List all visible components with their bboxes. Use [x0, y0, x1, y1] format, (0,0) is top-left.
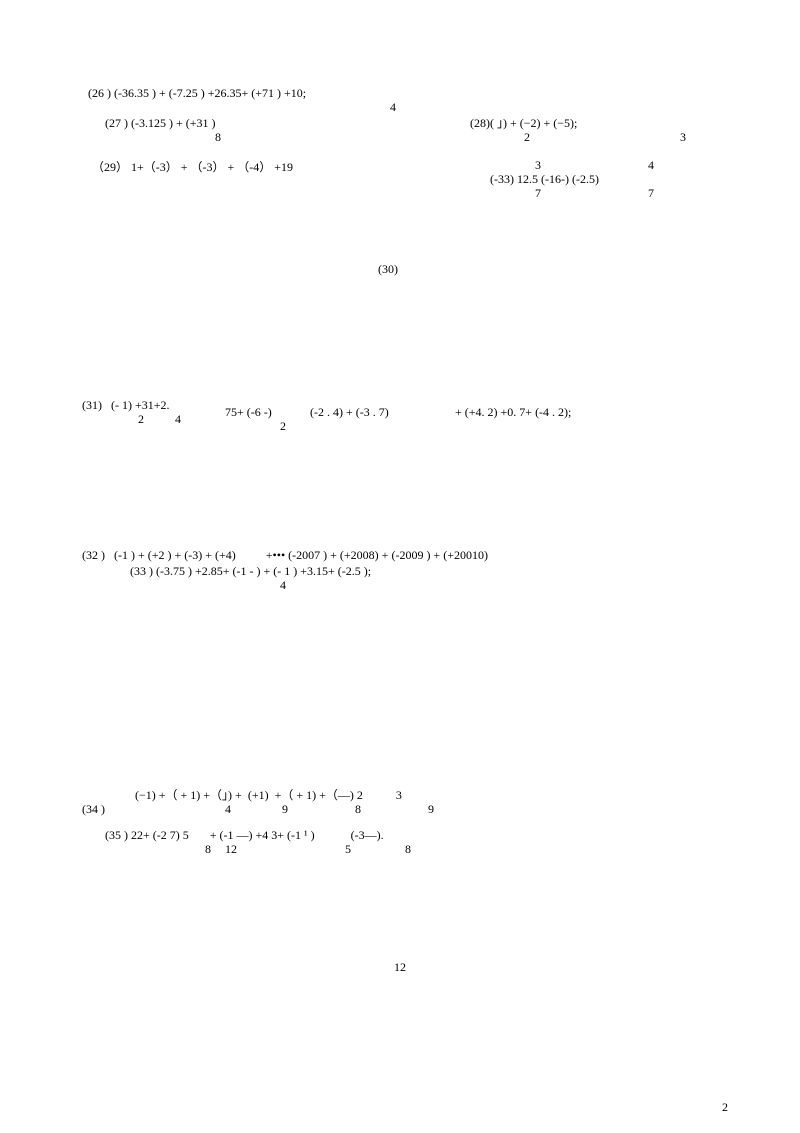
problem-35-frac1: 8 [205, 842, 211, 856]
problem-35: (35 ) 22+ (-2 7) 5 + (-1 —) +4 3+ (-1 ¹ … [105, 828, 384, 842]
problem-35-frac2: 12 [225, 842, 237, 856]
problem-27: (27 ) (-3.125 ) + (+31 ) [105, 116, 216, 130]
page-number-right: 2 [722, 1100, 728, 1115]
problem-31-d: + (+4. 2) +0. 7+ (-4 . 2); [455, 405, 571, 419]
problem-31-b: 75+ (-6 -) [225, 405, 272, 419]
problem-33-frac: 4 [280, 578, 286, 592]
problem-28-frac1: 2 [524, 130, 530, 144]
problem-34-frac2: 9 [282, 802, 288, 816]
problem-34-frac4: 9 [428, 802, 434, 816]
problem-30-top2: 4 [648, 158, 654, 172]
problem-34-frac3: 8 [355, 802, 361, 816]
problem-26: (26 ) (-36.35 ) + (-7.25 ) +26.35+ (+71 … [88, 86, 306, 100]
problem-34-top: (−1) +（ + 1) +（」) + (+1) +（ + 1) +（—) 2 … [135, 788, 402, 802]
problem-31-b-frac: 2 [280, 419, 286, 433]
problem-31-a: (31) (- 1) +31+2. [82, 398, 170, 412]
problem-30-bot2: 7 [648, 186, 654, 200]
problem-30-label: (30) [378, 262, 398, 276]
problem-31-a-frac2: 4 [175, 412, 181, 426]
problem-34-label: (34 ) [82, 802, 105, 816]
problem-35-frac3: 5 [345, 842, 351, 856]
problem-32: (32 ) (-1 ) + (+2 ) + (-3) + (+4) +••• (… [82, 548, 488, 562]
problem-31-a-frac1: 2 [138, 412, 144, 426]
problem-28-frac2: 3 [680, 130, 686, 144]
problem-30-bot1: 7 [535, 186, 541, 200]
problem-30-top1: 3 [535, 158, 541, 172]
problem-31-c: (-2 . 4) + (-3 . 7) [310, 405, 389, 419]
problem-35-frac4: 8 [405, 842, 411, 856]
problem-33: (33 ) (-3.75 ) +2.85+ (-1 - ) + (- 1 ) +… [130, 564, 371, 578]
problem-34-frac1: 4 [225, 802, 231, 816]
problem-30-expr: (-33) 12.5 (-16-) (-2.5) [490, 172, 599, 186]
problem-27-frac: 8 [215, 130, 221, 144]
problem-26-frac: 4 [390, 100, 396, 114]
problem-28: (28)( 」) + (−2) + (−5); [470, 116, 577, 130]
page: (26 ) (-36.35 ) + (-7.25 ) +26.35+ (+71 … [0, 0, 800, 1133]
problem-29: （29） 1+（-3） + （-3） + （-4） +19 [92, 160, 293, 174]
page-number-center: 12 [0, 960, 800, 975]
